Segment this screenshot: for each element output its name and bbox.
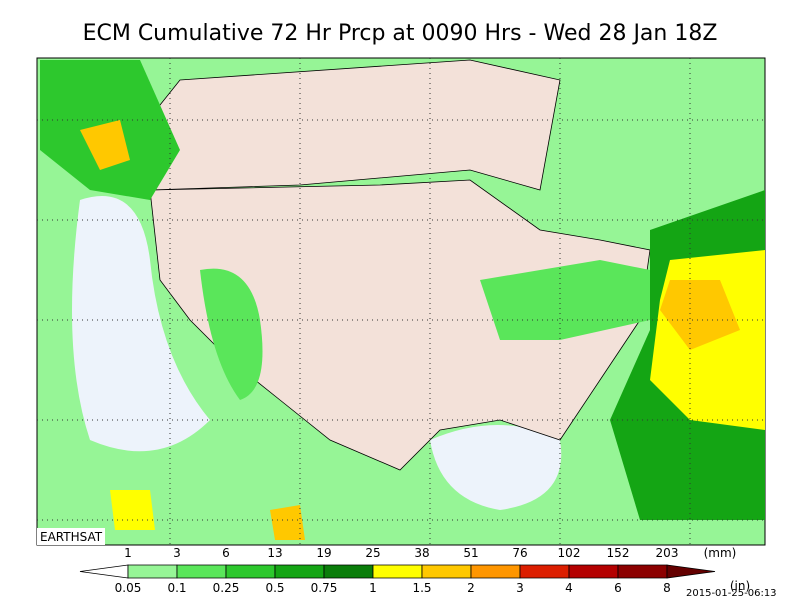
legend-swatch — [519, 564, 570, 579]
legend-swatch — [568, 564, 619, 579]
timestamp: 2015-01-25-06:13 — [686, 588, 777, 599]
legend-swatch — [372, 564, 423, 579]
in-label: 1 — [369, 581, 377, 595]
legend-swatch — [421, 564, 472, 579]
legend-swatch — [79, 564, 129, 579]
precip — [270, 505, 305, 540]
in-label: 2 — [467, 581, 475, 595]
mm-label: 1 — [124, 546, 132, 560]
credit: EARTHSAT — [40, 530, 103, 544]
legend-swatch — [323, 564, 374, 579]
mm-label: 152 — [607, 546, 630, 560]
mm-label: 3 — [173, 546, 181, 560]
precip — [110, 490, 155, 530]
mm-label: 76 — [512, 546, 527, 560]
in-label: 0.75 — [311, 581, 338, 595]
graticule — [37, 58, 765, 545]
in-label: 8 — [663, 581, 671, 595]
mm-label: 51 — [463, 546, 478, 560]
legend-swatch — [176, 564, 227, 579]
mm-label: 19 — [316, 546, 331, 560]
mm-label: 38 — [414, 546, 429, 560]
in-unit: (in) — [730, 579, 750, 593]
legend-swatch — [274, 564, 325, 579]
dry-area — [430, 425, 562, 510]
mm-label: 6 — [222, 546, 230, 560]
in-label: 0.5 — [265, 581, 284, 595]
mm-label: 25 — [365, 546, 380, 560]
in-label: 0.25 — [213, 581, 240, 595]
land — [139, 59, 561, 191]
legend-swatch — [225, 564, 276, 579]
credit-box — [37, 528, 105, 545]
title: ECM Cumulative 72 Hr Prcp at 0090 Hrs - … — [83, 21, 718, 46]
mm-label: 102 — [558, 546, 581, 560]
in-label: 1.5 — [412, 581, 431, 595]
mm-label: 203 — [656, 546, 679, 560]
in-label: 3 — [516, 581, 524, 595]
legend-swatch — [666, 564, 716, 579]
in-label: 0.05 — [115, 581, 142, 595]
precip — [200, 268, 263, 400]
legend-swatch — [617, 564, 668, 579]
precip — [80, 120, 130, 170]
mm-label: 13 — [267, 546, 282, 560]
in-label: 6 — [614, 581, 622, 595]
mm-unit: (mm) — [704, 546, 737, 560]
in-label: 4 — [565, 581, 573, 595]
precip — [660, 280, 740, 350]
map: EARTHSAT — [36, 57, 766, 546]
in-label: 0.1 — [167, 581, 186, 595]
legend-swatch — [127, 564, 178, 579]
legend-swatch — [470, 564, 521, 579]
dry-area — [72, 196, 210, 452]
